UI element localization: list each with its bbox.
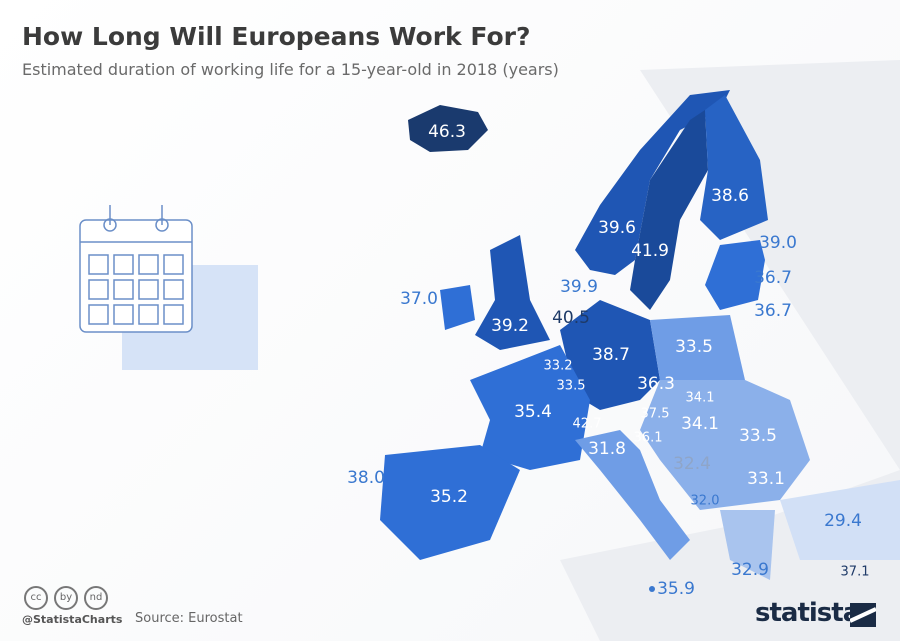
no-derivatives-icon: nd (84, 586, 108, 610)
label-latvia: 36.7 (754, 268, 792, 288)
label-belgium: 33.2 (543, 358, 573, 374)
calendar-cell (88, 304, 109, 325)
country-finland (700, 95, 768, 240)
label-germany: 38.7 (592, 345, 630, 365)
country-uk (475, 235, 550, 350)
label-iceland: 46.3 (428, 122, 466, 142)
label-cyprus: 37.1 (840, 564, 870, 580)
calendar-cell (138, 304, 159, 325)
label-spain: 35.2 (430, 487, 468, 507)
label-turkey: 29.4 (824, 511, 862, 531)
page-title: How Long Will Europeans Work For? (22, 22, 531, 51)
calendar-cell (138, 254, 159, 275)
statista-logo-icon (850, 603, 876, 627)
cc-license-icon: cc (24, 586, 48, 610)
calendar-cell (113, 304, 134, 325)
country-norway (575, 90, 730, 275)
calendar-cell (163, 254, 184, 275)
label-finland: 38.6 (711, 186, 749, 206)
country-sweden (630, 110, 708, 310)
country-ireland (440, 285, 475, 330)
label-sweden: 41.9 (631, 241, 669, 261)
label-france: 35.4 (514, 402, 552, 422)
country-eastern (640, 380, 810, 510)
country-central (560, 300, 660, 410)
country-iceland (408, 105, 488, 152)
background-land (560, 60, 900, 641)
country-malta (649, 586, 655, 592)
label-croatia: 32.4 (673, 454, 711, 474)
country-france (470, 345, 590, 470)
calendar-cell (113, 279, 134, 300)
footer-source: Source: Eurostat (135, 611, 243, 626)
calendar-cell (88, 279, 109, 300)
country-poland (650, 315, 745, 385)
label-greece: 32.9 (731, 560, 769, 580)
label-bulgaria: 33.1 (747, 469, 785, 489)
country-iberia (380, 445, 520, 560)
label-denmark: 39.9 (560, 277, 598, 297)
attribution-icon: by (54, 586, 78, 610)
label-ireland: 37.0 (400, 289, 438, 309)
label-slovakia: 34.1 (685, 390, 715, 406)
label-estonia: 39.0 (759, 233, 797, 253)
calendar-cell (163, 279, 184, 300)
label-lithuania: 36.7 (754, 301, 792, 321)
calendar-cell (113, 254, 134, 275)
label-norway: 39.6 (598, 218, 636, 238)
country-greece (720, 510, 775, 580)
statista-logo[interactable]: statista (755, 598, 860, 628)
label-north-macedonia: 32.0 (690, 493, 720, 509)
page-subtitle: Estimated duration of working life for a… (22, 60, 559, 79)
calendar-icon (79, 205, 258, 370)
country-baltics (705, 240, 765, 310)
country-turkey (780, 480, 900, 560)
label-austria: 37.5 (640, 406, 670, 422)
calendar-cell (138, 279, 159, 300)
label-luxembourg: 33.5 (556, 378, 586, 394)
label-romania: 33.5 (739, 426, 777, 446)
footer-handle[interactable]: @StatistaCharts (22, 613, 123, 626)
label-uk: 39.2 (491, 316, 529, 336)
label-italy: 31.8 (588, 439, 626, 459)
country-italy (575, 430, 690, 560)
calendar-cell (88, 254, 109, 275)
label-poland: 33.5 (675, 337, 713, 357)
label-switzerland: 42.7 (572, 416, 602, 432)
label-portugal: 38.0 (347, 468, 385, 488)
label-czechia: 36.3 (637, 374, 675, 394)
label-malta: 35.9 (657, 579, 695, 599)
label-netherlands: 40.5 (552, 308, 590, 328)
label-hungary: 34.1 (681, 414, 719, 434)
label-slovenia: 36.1 (633, 430, 663, 446)
calendar-cell (163, 304, 184, 325)
